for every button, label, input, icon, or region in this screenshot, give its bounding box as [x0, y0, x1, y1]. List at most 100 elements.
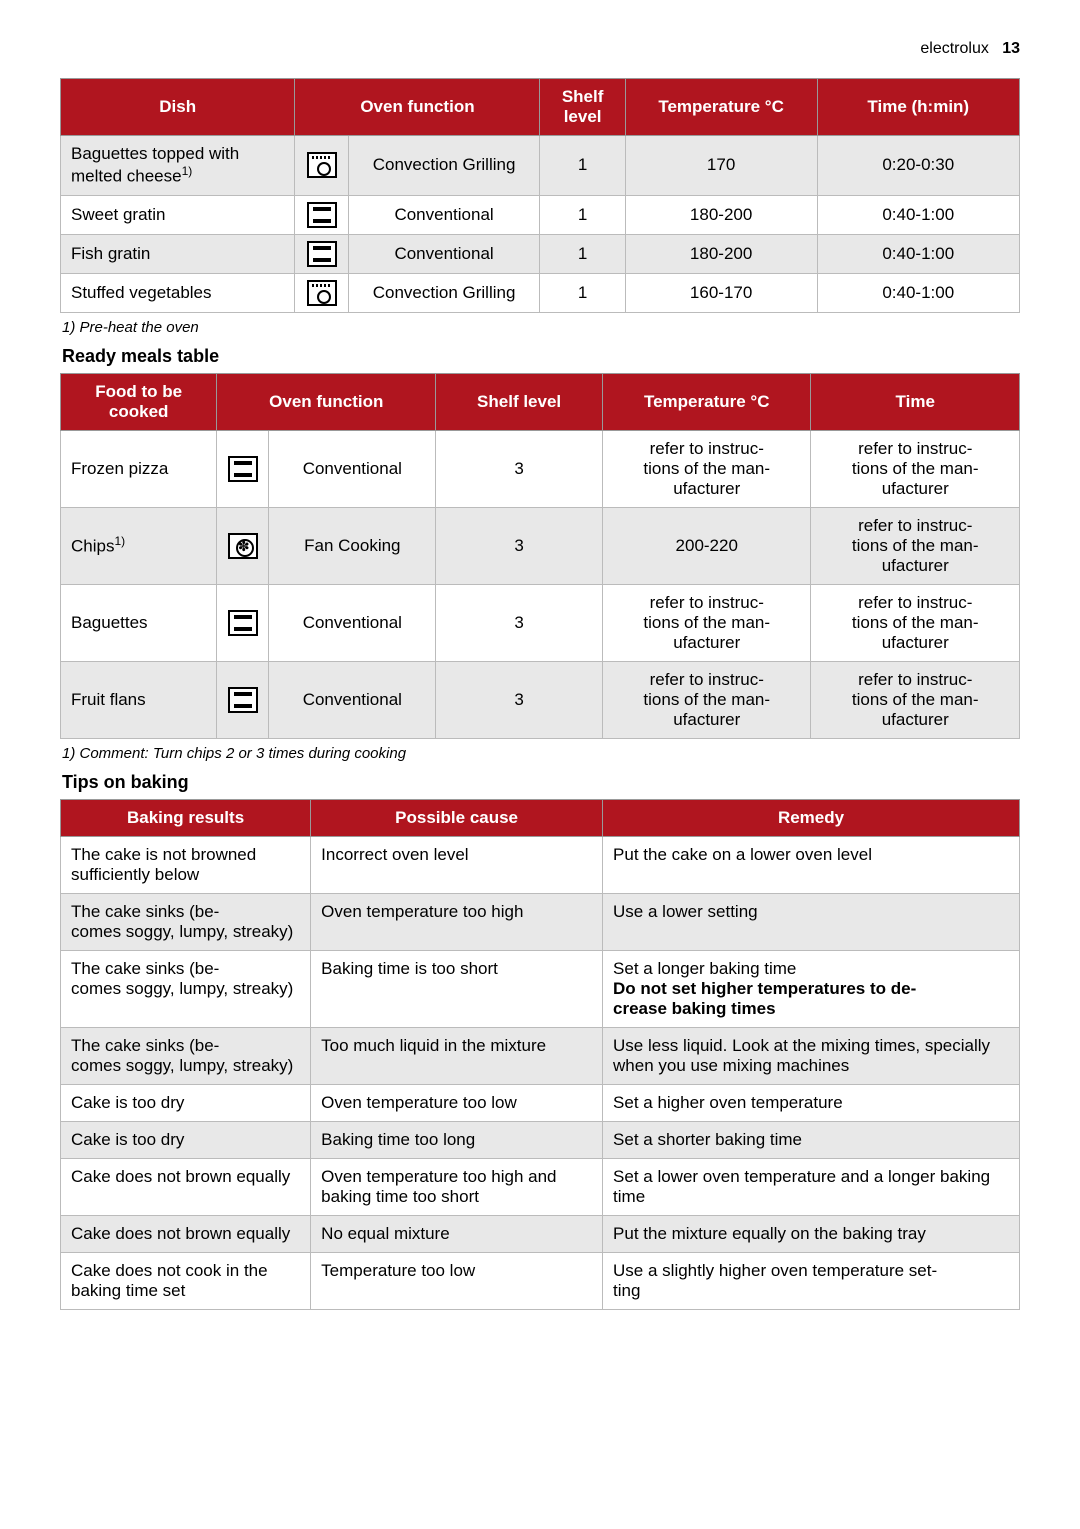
conventional-icon [228, 687, 258, 713]
cell-food: Fruit flans [61, 661, 217, 738]
cell-result: Cake does not brown equally [61, 1215, 311, 1252]
cell-result: Cake is too dry [61, 1121, 311, 1158]
th-shelf: Shelf level [540, 79, 625, 136]
th-food: Food to be cooked [61, 373, 217, 430]
cell-icon [217, 661, 269, 738]
cell-result: Cake is too dry [61, 1084, 311, 1121]
cell-time: 0:20-0:30 [817, 136, 1019, 196]
table-row: Frozen pizzaConventional3refer to instru… [61, 430, 1020, 507]
th-func: Oven function [295, 79, 540, 136]
cell-icon [217, 584, 269, 661]
table-row: Fish gratin Conventional1180-2000:40-1:00 [61, 234, 1020, 273]
cell-result: Cake does not cook in the baking time se… [61, 1252, 311, 1309]
ready-meals-title: Ready meals table [62, 346, 1020, 367]
table-row: Chips1)Fan Cooking3200-220refer to instr… [61, 507, 1020, 584]
cell-dish: Fish gratin [61, 234, 295, 273]
th-shelf2: Shelf level [436, 373, 603, 430]
cell-cause: Baking time too long [311, 1121, 603, 1158]
fan-icon [228, 533, 258, 559]
cell-shelf: 3 [436, 584, 603, 661]
cell-cause: Too much liquid in the mixture [311, 1027, 603, 1084]
cell-func: Conventional [269, 661, 436, 738]
table-row: Cake is too dryBaking time too longSet a… [61, 1121, 1020, 1158]
cell-cause: Oven temperature too high and baking tim… [311, 1158, 603, 1215]
cell-time: refer to instruc-tions of the man-ufactu… [811, 507, 1020, 584]
cell-remedy: Use a slightly higher oven temperature s… [603, 1252, 1020, 1309]
cell-icon [295, 195, 348, 234]
cell-temp: 180-200 [625, 195, 817, 234]
cell-shelf: 3 [436, 661, 603, 738]
cell-remedy: Use less liquid. Look at the mixing time… [603, 1027, 1020, 1084]
cell-func: Conventional [348, 234, 540, 273]
cell-shelf: 1 [540, 136, 625, 196]
table-row: Baguettes topped with melted cheese1) Con… [61, 136, 1020, 196]
cell-func: Conventional [348, 195, 540, 234]
table-row: Cake is too dryOven temperature too lowS… [61, 1084, 1020, 1121]
table-row: The cake sinks (be-comes soggy, lumpy, s… [61, 1027, 1020, 1084]
cell-icon [295, 136, 348, 196]
cell-remedy: Set a higher oven temperature [603, 1084, 1020, 1121]
cell-cause: Oven temperature too low [311, 1084, 603, 1121]
cell-cause: No equal mixture [311, 1215, 603, 1252]
conventional-icon [307, 202, 337, 228]
cell-shelf: 1 [540, 195, 625, 234]
conventional-icon [307, 241, 337, 267]
cell-result: The cake is not browned sufficiently bel… [61, 836, 311, 893]
th-time2: Time [811, 373, 1020, 430]
cell-remedy: Set a shorter baking time [603, 1121, 1020, 1158]
cell-result: The cake sinks (be-comes soggy, lumpy, s… [61, 950, 311, 1027]
cell-time: 0:40-1:00 [817, 234, 1019, 273]
cell-time: 0:40-1:00 [817, 195, 1019, 234]
table-row: The cake is not browned sufficiently bel… [61, 836, 1020, 893]
table-row: Sweet gratin Conventional1180-2000:40-1:0… [61, 195, 1020, 234]
th-time: Time (h:min) [817, 79, 1019, 136]
cell-food: Baguettes [61, 584, 217, 661]
table-row: The cake sinks (be-comes soggy, lumpy, s… [61, 893, 1020, 950]
cell-shelf: 1 [540, 273, 625, 312]
cell-func: Convection Grilling [348, 273, 540, 312]
cell-remedy: Use a lower setting [603, 893, 1020, 950]
cell-temp: 180-200 [625, 234, 817, 273]
conv-grill-icon [307, 280, 337, 306]
cell-cause: Oven temperature too high [311, 893, 603, 950]
table-row: The cake sinks (be-comes soggy, lumpy, s… [61, 950, 1020, 1027]
cell-shelf: 1 [540, 234, 625, 273]
conventional-icon [228, 610, 258, 636]
table-row: Fruit flansConventional3refer to instruc… [61, 661, 1020, 738]
cell-time: refer to instruc-tions of the man-ufactu… [811, 430, 1020, 507]
cell-icon [217, 430, 269, 507]
cell-temp: 200-220 [603, 507, 811, 584]
cell-dish: Sweet gratin [61, 195, 295, 234]
cell-dish: Baguettes topped with melted cheese1) [61, 136, 295, 196]
cell-shelf: 3 [436, 430, 603, 507]
table-row: Stuffed vegetables Convection Grilling116… [61, 273, 1020, 312]
cell-func: Conventional [269, 430, 436, 507]
table-row: Baguettes Conventional3refer to instruc-t… [61, 584, 1020, 661]
th-func2: Oven function [217, 373, 436, 430]
cell-temp: 170 [625, 136, 817, 196]
th-temp: Temperature °C [625, 79, 817, 136]
cell-dish: Stuffed vegetables [61, 273, 295, 312]
dish-table: Dish Oven function Shelf level Temperatu… [60, 78, 1020, 313]
cell-icon [295, 234, 348, 273]
page-header: electrolux 13 [60, 40, 1020, 58]
cell-cause: Incorrect oven level [311, 836, 603, 893]
cell-temp: refer to instruc-tions of the man-ufactu… [603, 584, 811, 661]
tips-title: Tips on baking [62, 772, 1020, 793]
cell-temp: 160-170 [625, 273, 817, 312]
cell-func: Convection Grilling [348, 136, 540, 196]
table-row: Cake does not cook in the baking time se… [61, 1252, 1020, 1309]
cell-icon [295, 273, 348, 312]
cell-func: Conventional [269, 584, 436, 661]
table1-footnote: 1) Pre-heat the oven [62, 319, 1020, 336]
cell-food: Chips1) [61, 507, 217, 584]
table2-footnote: 1) Comment: Turn chips 2 or 3 times duri… [62, 745, 1020, 762]
conventional-icon [228, 456, 258, 482]
cell-remedy: Set a longer baking timeDo not set highe… [603, 950, 1020, 1027]
cell-result: The cake sinks (be-comes soggy, lumpy, s… [61, 893, 311, 950]
th-dish: Dish [61, 79, 295, 136]
table-row: Cake does not brown equallyNo equal mixt… [61, 1215, 1020, 1252]
cell-temp: refer to instruc-tions of the man-ufactu… [603, 430, 811, 507]
th-cause: Possible cause [311, 799, 603, 836]
ready-meals-table: Food to be cooked Oven function Shelf le… [60, 373, 1020, 739]
